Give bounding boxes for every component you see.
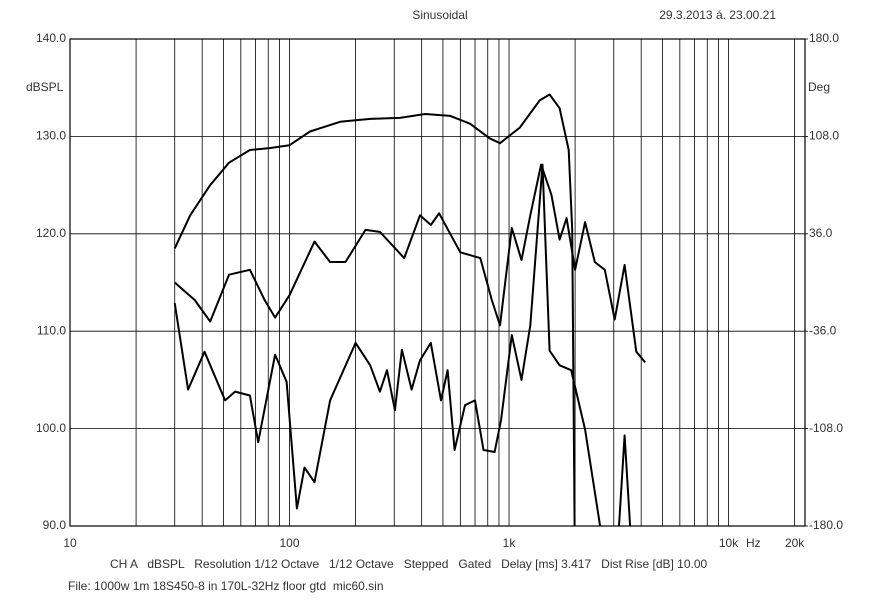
plot-frame	[69, 38, 806, 527]
timestamp: 29.3.2013 á. 23.00.21	[659, 8, 776, 22]
x-axis-label: Hz	[746, 536, 761, 550]
y2-tick-label: -180.0	[809, 518, 843, 532]
x-tick-label: 1k	[503, 536, 517, 550]
y-tick-label: 100.0	[36, 421, 66, 435]
response-curve	[173, 93, 576, 527]
file-line: File: 1000w 1m 18S450-8 in 170L-32Hz flo…	[68, 579, 384, 593]
x-tick-label: 100	[279, 536, 299, 550]
y2-tick-label: -108.0	[809, 421, 843, 435]
y-tick-label: 140.0	[36, 31, 66, 45]
info-line: CH A dBSPL Resolution 1/12 Octave 1/12 O…	[110, 557, 708, 571]
y2-tick-label: -36.0	[809, 323, 837, 337]
y2-tick-label: 36.0	[809, 226, 833, 240]
response-curve	[174, 163, 646, 364]
chart-title: Sinusoidal	[412, 8, 467, 22]
y2-tick-label: 108.0	[809, 129, 839, 143]
y-tick-label: 110.0	[37, 323, 66, 337]
y2-axis-label: Deg	[808, 80, 830, 94]
x-tick-label: 10k	[719, 536, 739, 550]
x-tick-label: 20k	[785, 536, 805, 550]
y-axis-label: dBSPL	[26, 80, 64, 94]
y-tick-label: 120.0	[36, 226, 66, 240]
y-tick-label: 130.0	[36, 129, 66, 143]
y2-tick-label: 180.0	[809, 31, 839, 45]
x-tick-label: 10	[63, 536, 77, 550]
y-tick-label: 90.0	[43, 518, 67, 532]
response-curve	[173, 163, 632, 527]
